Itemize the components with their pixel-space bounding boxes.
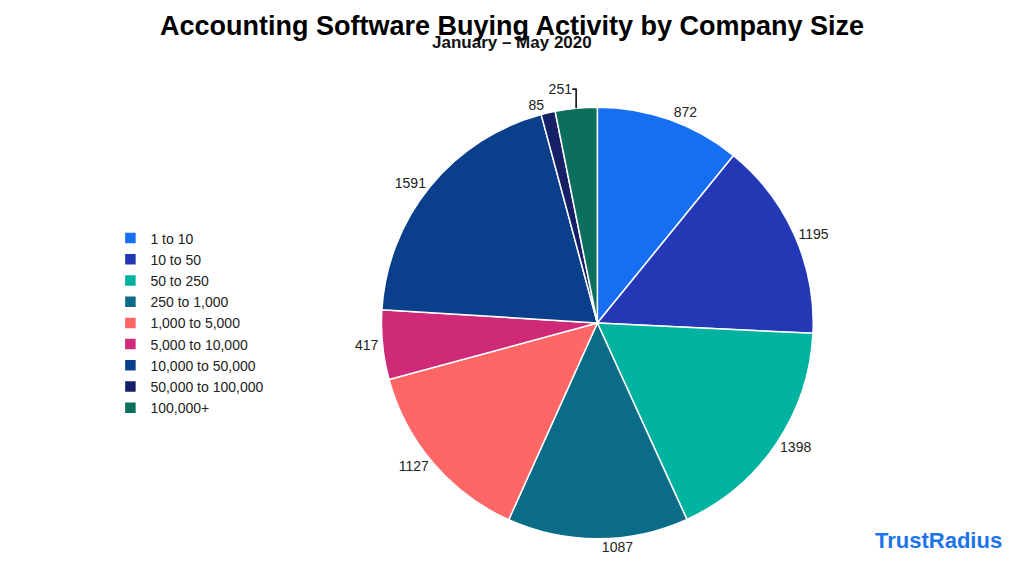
svg-text:January – May 2020: January – May 2020 xyxy=(432,33,592,52)
svg-text:50,000 to 100,000: 50,000 to 100,000 xyxy=(150,379,263,395)
svg-text:1398: 1398 xyxy=(780,439,811,455)
svg-text:1 to 10: 1 to 10 xyxy=(150,231,193,247)
svg-text:85: 85 xyxy=(528,97,544,113)
svg-text:Accounting Software Buying Act: Accounting Software Buying Activity by C… xyxy=(160,11,864,41)
svg-text:5,000 to 10,000: 5,000 to 10,000 xyxy=(150,337,248,353)
svg-text:100,000+: 100,000+ xyxy=(150,400,209,416)
svg-text:872: 872 xyxy=(674,104,698,120)
svg-text:1591: 1591 xyxy=(395,175,426,191)
svg-text:10,000 to 50,000: 10,000 to 50,000 xyxy=(150,358,255,374)
svg-text:1087: 1087 xyxy=(602,539,633,555)
svg-text:250 to 1,000: 250 to 1,000 xyxy=(150,294,228,310)
svg-text:1195: 1195 xyxy=(798,226,828,242)
svg-text:10 to 50: 10 to 50 xyxy=(150,252,201,268)
svg-text:1,000 to 5,000: 1,000 to 5,000 xyxy=(150,315,240,331)
svg-text:50 to 250: 50 to 250 xyxy=(150,273,209,289)
svg-text:251: 251 xyxy=(549,81,573,97)
svg-text:1127: 1127 xyxy=(399,458,429,474)
svg-text:417: 417 xyxy=(355,337,379,353)
svg-text:TrustRadius: TrustRadius xyxy=(875,528,1002,553)
